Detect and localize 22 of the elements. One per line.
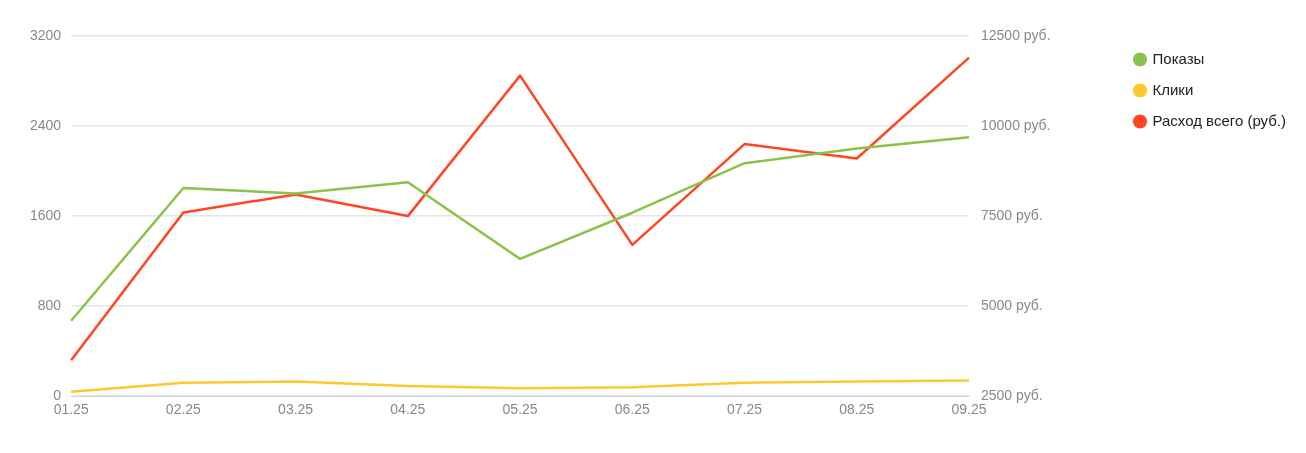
y-tick-label: 1600 xyxy=(29,206,62,223)
y2-tick-label: 12500 руб. xyxy=(981,26,1051,43)
x-tick-label: 08.25 xyxy=(839,401,875,418)
x-tick-label: 07.25 xyxy=(727,401,763,418)
x-tick-label: 04.25 xyxy=(390,401,426,418)
x-tick-label: 03.25 xyxy=(278,401,314,418)
x-tick-label: 05.25 xyxy=(502,401,538,418)
legend-label: Клики xyxy=(1152,80,1194,98)
x-tick-label: 06.25 xyxy=(614,401,651,418)
y2-tick-label: 7500 руб. xyxy=(981,206,1043,223)
y-tick-label: 800 xyxy=(37,297,62,314)
x-tick-label: 02.25 xyxy=(165,401,202,418)
legend-label: Расход всего (руб.) xyxy=(1152,111,1286,129)
legend-label: Показы xyxy=(1152,49,1205,67)
y-tick-label: 3200 xyxy=(29,26,62,43)
x-tick-label: 01.25 xyxy=(53,401,89,418)
y-tick-label: 2400 xyxy=(29,116,62,133)
y2-tick-label: 2500 руб. xyxy=(981,387,1043,404)
y-tick-label: 0 xyxy=(53,387,62,404)
y2-tick-label: 5000 руб. xyxy=(981,297,1043,314)
y2-tick-label: 10000 руб. xyxy=(981,116,1051,133)
x-tick-label: 09.25 xyxy=(951,401,987,418)
